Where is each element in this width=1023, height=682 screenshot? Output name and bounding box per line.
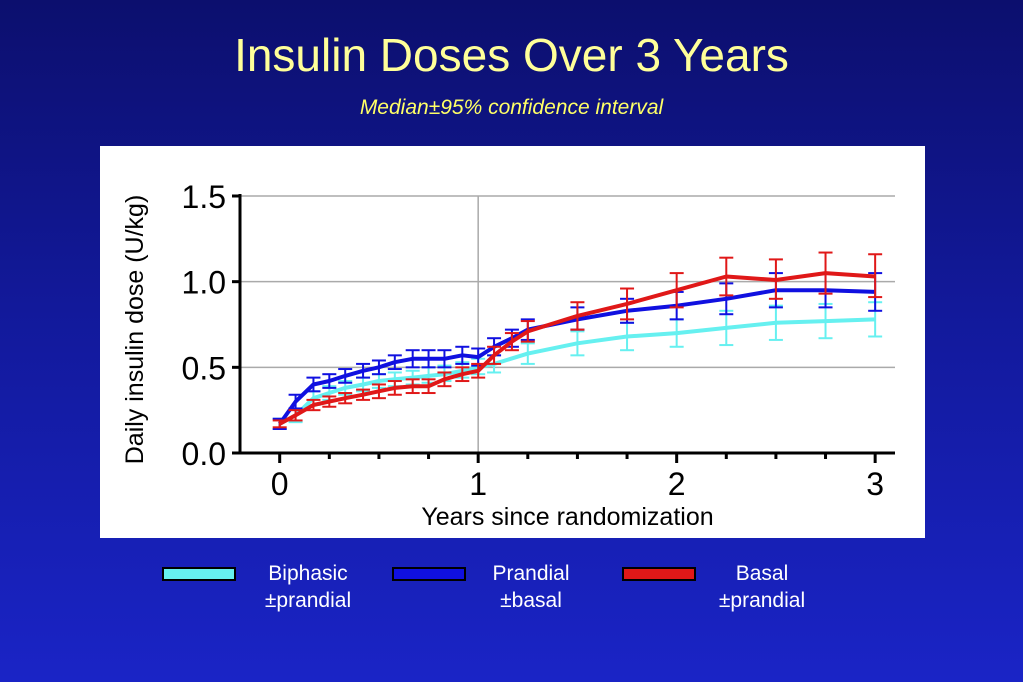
x-tick-label: 0 [271,466,289,502]
legend-label-line2: ±basal [500,589,562,612]
legend-swatch-prandial [392,567,466,581]
x-tick-label: 2 [668,466,686,502]
chart-svg: 0.0 0.5 1.0 1.5 0 1 2 3 Years since randomizatio… [121,179,895,531]
legend-item-biphasic: Biphasic ±prandial [162,560,372,612]
chart-panel: 0.0 0.5 1.0 1.5 0 1 2 3 Years since randomizatio… [100,146,925,538]
legend-swatch-biphasic [162,567,236,581]
y-axis-label: Daily insulin dose (U/kg) [121,195,149,465]
series-line-0 [278,317,876,426]
y-tick-label: 1.5 [182,179,226,215]
x-tick-label: 3 [866,466,884,502]
y-tick-label: 1.0 [182,265,226,301]
legend-label-prandial: Prandial ±basal [476,560,586,614]
legend-label-line1: Basal [735,562,789,585]
legend-label-line1: Prandial [492,562,570,585]
slide-subtitle: Median±95% confidence interval [359,96,664,119]
legend-item-prandial: Prandial ±basal [392,560,592,612]
y-tick-label: 0.5 [182,350,226,386]
legend-label-line1: Biphasic [268,562,348,585]
series-line-2 [278,271,876,426]
legend-label-biphasic: Biphasic ±prandial [248,560,368,614]
legend-label-basal: Basal ±prandial [702,560,822,614]
x-axis-label: Years since randomization [421,503,713,531]
slide-title: Insulin Doses Over 3 Years [234,29,789,81]
y-tick-label: 0.0 [182,436,226,472]
legend-label-line2: ±prandial [264,589,352,612]
series-line-1 [278,288,876,426]
x-tick-label: 1 [469,466,487,502]
legend-item-basal: Basal ±prandial [622,560,832,612]
legend-label-line2: ±prandial [718,589,806,612]
legend-swatch-basal [622,567,696,581]
